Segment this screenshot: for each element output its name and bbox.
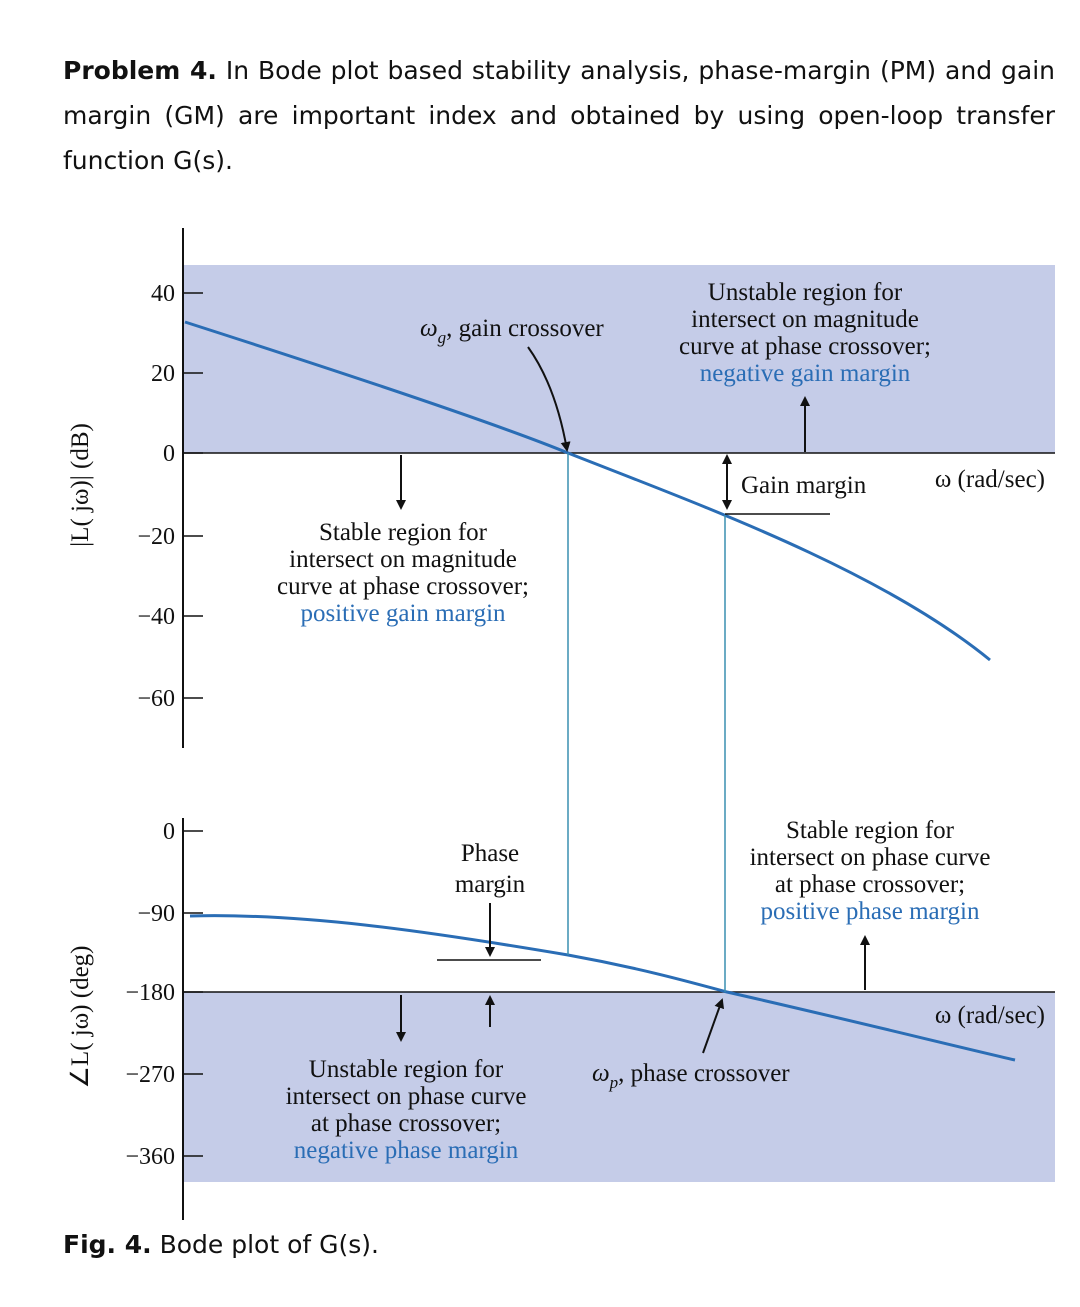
tick-label: −20 bbox=[137, 524, 175, 550]
annotation-line: intersect on phase curve bbox=[750, 844, 991, 871]
arrows bbox=[396, 346, 870, 1054]
annotation-line: curve at phase crossover; bbox=[277, 573, 529, 600]
problem-label: Problem 4. bbox=[63, 56, 217, 85]
unstable-phase-region bbox=[183, 992, 1055, 1182]
text: , phase crossover bbox=[618, 1060, 790, 1087]
annotation-line: Stable region for bbox=[786, 817, 955, 844]
magnitude-ticks: 40 20 0 −20 −40 −60 bbox=[137, 281, 203, 712]
tick-label: −360 bbox=[125, 1144, 175, 1170]
tick-label: −180 bbox=[125, 980, 175, 1006]
axes bbox=[182, 228, 1055, 1220]
annotation-line: margin bbox=[455, 871, 526, 898]
annotation-line: intersect on magnitude bbox=[691, 306, 919, 333]
omega: ω bbox=[420, 315, 438, 342]
phase-axis-label: ∠L( jω) (deg) bbox=[67, 946, 94, 1089]
annotation-line: Stable region for bbox=[319, 519, 488, 546]
figure-caption: Fig. 4. Bode plot of G(s). bbox=[63, 1230, 379, 1259]
annotation-line: curve at phase crossover; bbox=[679, 333, 931, 360]
annotation-line: Unstable region for bbox=[309, 1056, 504, 1083]
annotation-line: Phase bbox=[461, 840, 519, 867]
annotation-line: positive phase margin bbox=[761, 898, 980, 925]
caption-label: Fig. 4. bbox=[63, 1230, 152, 1259]
annotation-line: negative phase margin bbox=[294, 1137, 519, 1164]
freq-label-phase: ω (rad/sec) bbox=[935, 1002, 1045, 1029]
problem-statement: Problem 4. In Bode plot based stability … bbox=[63, 48, 1055, 183]
tick-label: −270 bbox=[125, 1062, 175, 1088]
tick-label: 0 bbox=[163, 819, 175, 845]
freq-label-mag: ω (rad/sec) bbox=[935, 466, 1045, 493]
tick-label: −60 bbox=[137, 686, 175, 712]
annotation-line: at phase crossover; bbox=[775, 871, 965, 898]
text: , gain crossover bbox=[446, 315, 604, 342]
subscript: p bbox=[609, 1073, 619, 1092]
gain-margin-label: Gain margin bbox=[741, 472, 867, 499]
magnitude-axis-label: |L( jω)| (dB) bbox=[67, 423, 94, 547]
tick-label: 20 bbox=[151, 361, 175, 387]
annotation-line: intersect on magnitude bbox=[289, 546, 517, 573]
unstable-gain-region bbox=[183, 265, 1055, 453]
subscript: g bbox=[438, 328, 447, 347]
tick-label: 0 bbox=[163, 441, 175, 467]
tick-label: −90 bbox=[137, 901, 175, 927]
annotation-line: negative gain margin bbox=[700, 360, 911, 387]
tick-label: −40 bbox=[137, 604, 175, 630]
annotation-line: positive gain margin bbox=[300, 600, 506, 627]
phase-crossover-label: ωp, phase crossover bbox=[592, 1060, 790, 1092]
annotation-line: Unstable region for bbox=[708, 279, 903, 306]
omega: ω bbox=[592, 1060, 610, 1087]
phase-ticks: 0 −90 −180 −270 −360 bbox=[125, 819, 203, 1170]
tick-label: 40 bbox=[151, 281, 175, 307]
annotation-line: intersect on phase curve bbox=[286, 1083, 527, 1110]
phase-curve bbox=[189, 914, 1016, 1062]
annotation-line: at phase crossover; bbox=[311, 1110, 501, 1137]
problem-text: In Bode plot based stability analysis, p… bbox=[63, 56, 1055, 175]
gain-crossover-label: ωg, gain crossover bbox=[420, 315, 604, 347]
caption-text: Bode plot of G(s). bbox=[159, 1230, 379, 1259]
